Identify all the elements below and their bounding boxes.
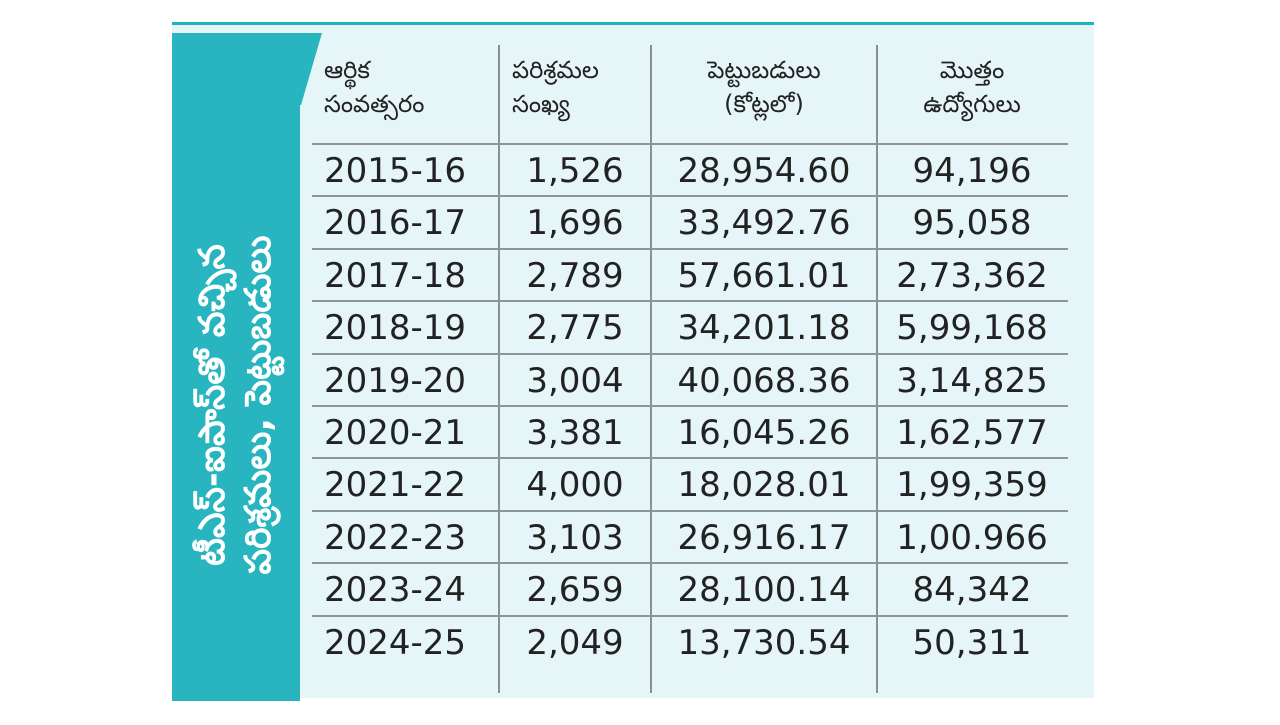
table-row: 2016-17 1,696 33,492.76 95,058 (172, 197, 1094, 249)
cell-employees: 84,342 (912, 570, 1032, 611)
cell-industries: 2,049 (526, 622, 624, 663)
cell-year: 2016-17 (324, 203, 467, 244)
cell-industries: 2,775 (526, 308, 624, 349)
header-investment: పెట్టుబడులు (కోట్లలో) (654, 53, 874, 143)
cell-investment: 34,201.18 (677, 308, 851, 349)
table-row: 2024-25 2,049 13,730.54 50,311 (172, 617, 1094, 669)
row-divider (312, 405, 1068, 407)
cell-year: 2024-25 (324, 622, 467, 663)
row-divider (312, 143, 1068, 145)
cell-employees: 50,311 (912, 622, 1032, 663)
cell-year: 2022-23 (324, 517, 467, 558)
cell-employees: 1,99,359 (896, 465, 1048, 506)
column-divider (876, 45, 878, 693)
table-row: 2018-19 2,775 34,201.18 5,99,168 (172, 302, 1094, 354)
table-row: 2019-20 3,004 40,068.36 3,14,825 (172, 355, 1094, 407)
cell-investment: 26,916.17 (677, 517, 851, 558)
table-row: 2021-22 4,000 18,028.01 1,99,359 (172, 459, 1094, 511)
cell-employees: 94,196 (912, 151, 1032, 191)
row-divider (312, 352, 1068, 355)
cell-investment: 18,028.01 (677, 465, 851, 506)
header-year: ఆర్థిక సంవత్సరం (324, 53, 494, 143)
table-row: 2022-23 3,103 26,916.17 1,00.966 (172, 512, 1094, 564)
header-employees-line1: మొత్తం (939, 56, 1005, 84)
cell-industries: 1,526 (526, 151, 624, 191)
cell-year: 2017-18 (324, 255, 467, 296)
header-industries-line2: సంఖ్య (512, 90, 570, 118)
cell-year: 2021-22 (324, 465, 467, 506)
cell-industries: 3,103 (526, 517, 624, 558)
cell-investment: 28,954.60 (677, 151, 851, 191)
row-divider (312, 614, 1068, 617)
row-divider (312, 457, 1068, 460)
cell-investment: 40,068.36 (677, 360, 851, 401)
header-investment-line2: (కోట్లలో) (724, 90, 804, 118)
row-divider (312, 509, 1068, 512)
cell-year: 2020-21 (324, 413, 467, 453)
table-row: 2020-21 3,381 16,045.26 1,62,577 (172, 407, 1094, 459)
row-divider (312, 562, 1068, 565)
cell-investment: 57,661.01 (677, 255, 851, 296)
cell-industries: 2,789 (526, 255, 624, 296)
header-industries-line1: పరిశ్రమల (512, 56, 599, 84)
cell-investment: 28,100.14 (677, 570, 851, 611)
cell-employees: 95,058 (912, 203, 1032, 244)
row-divider (312, 247, 1068, 250)
table-row: 2017-18 2,789 57,661.01 2,73,362 (172, 250, 1094, 302)
cell-industries: 3,381 (526, 413, 624, 453)
cell-employees: 1,00.966 (896, 517, 1048, 558)
table-row: 2015-16 1,526 28,954.60 94,196 (172, 145, 1094, 197)
cell-industries: 1,696 (526, 203, 624, 244)
cell-investment: 16,045.26 (677, 413, 851, 453)
cell-industries: 4,000 (526, 465, 624, 506)
cell-year: 2018-19 (324, 308, 467, 349)
row-divider (312, 195, 1068, 198)
cell-year: 2023-24 (324, 570, 467, 611)
cell-investment: 13,730.54 (677, 622, 851, 663)
header-employees: మొత్తం ఉద్యోగులు (878, 53, 1066, 143)
side-banner (172, 33, 300, 701)
column-divider (498, 45, 500, 693)
row-divider (312, 300, 1068, 303)
cell-employees: 2,73,362 (896, 255, 1048, 296)
cell-year: 2019-20 (324, 360, 467, 401)
table-row: 2023-24 2,659 28,100.14 84,342 (172, 564, 1094, 616)
header-year-line2: సంవత్సరం (324, 90, 425, 118)
header-year-line1: ఆర్థిక (324, 56, 370, 84)
cell-investment: 33,492.76 (677, 203, 851, 244)
cell-industries: 2,659 (526, 570, 624, 611)
header-employees-line2: ఉద్యోగులు (923, 90, 1021, 118)
column-divider (650, 45, 652, 693)
cell-employees: 3,14,825 (896, 360, 1048, 401)
data-table-card: టీఎస్-ఐపాస్‌తో వచ్చిన పరిశ్రమలు, పెట్టుబ… (172, 22, 1094, 701)
header-industries: పరిశ్రమల సంఖ్య (512, 53, 642, 143)
cell-year: 2015-16 (324, 151, 467, 191)
cell-employees: 5,99,168 (896, 308, 1048, 349)
cell-employees: 1,62,577 (896, 413, 1048, 453)
header-investment-line1: పెట్టుబడులు (707, 56, 821, 84)
cell-industries: 3,004 (526, 360, 624, 401)
